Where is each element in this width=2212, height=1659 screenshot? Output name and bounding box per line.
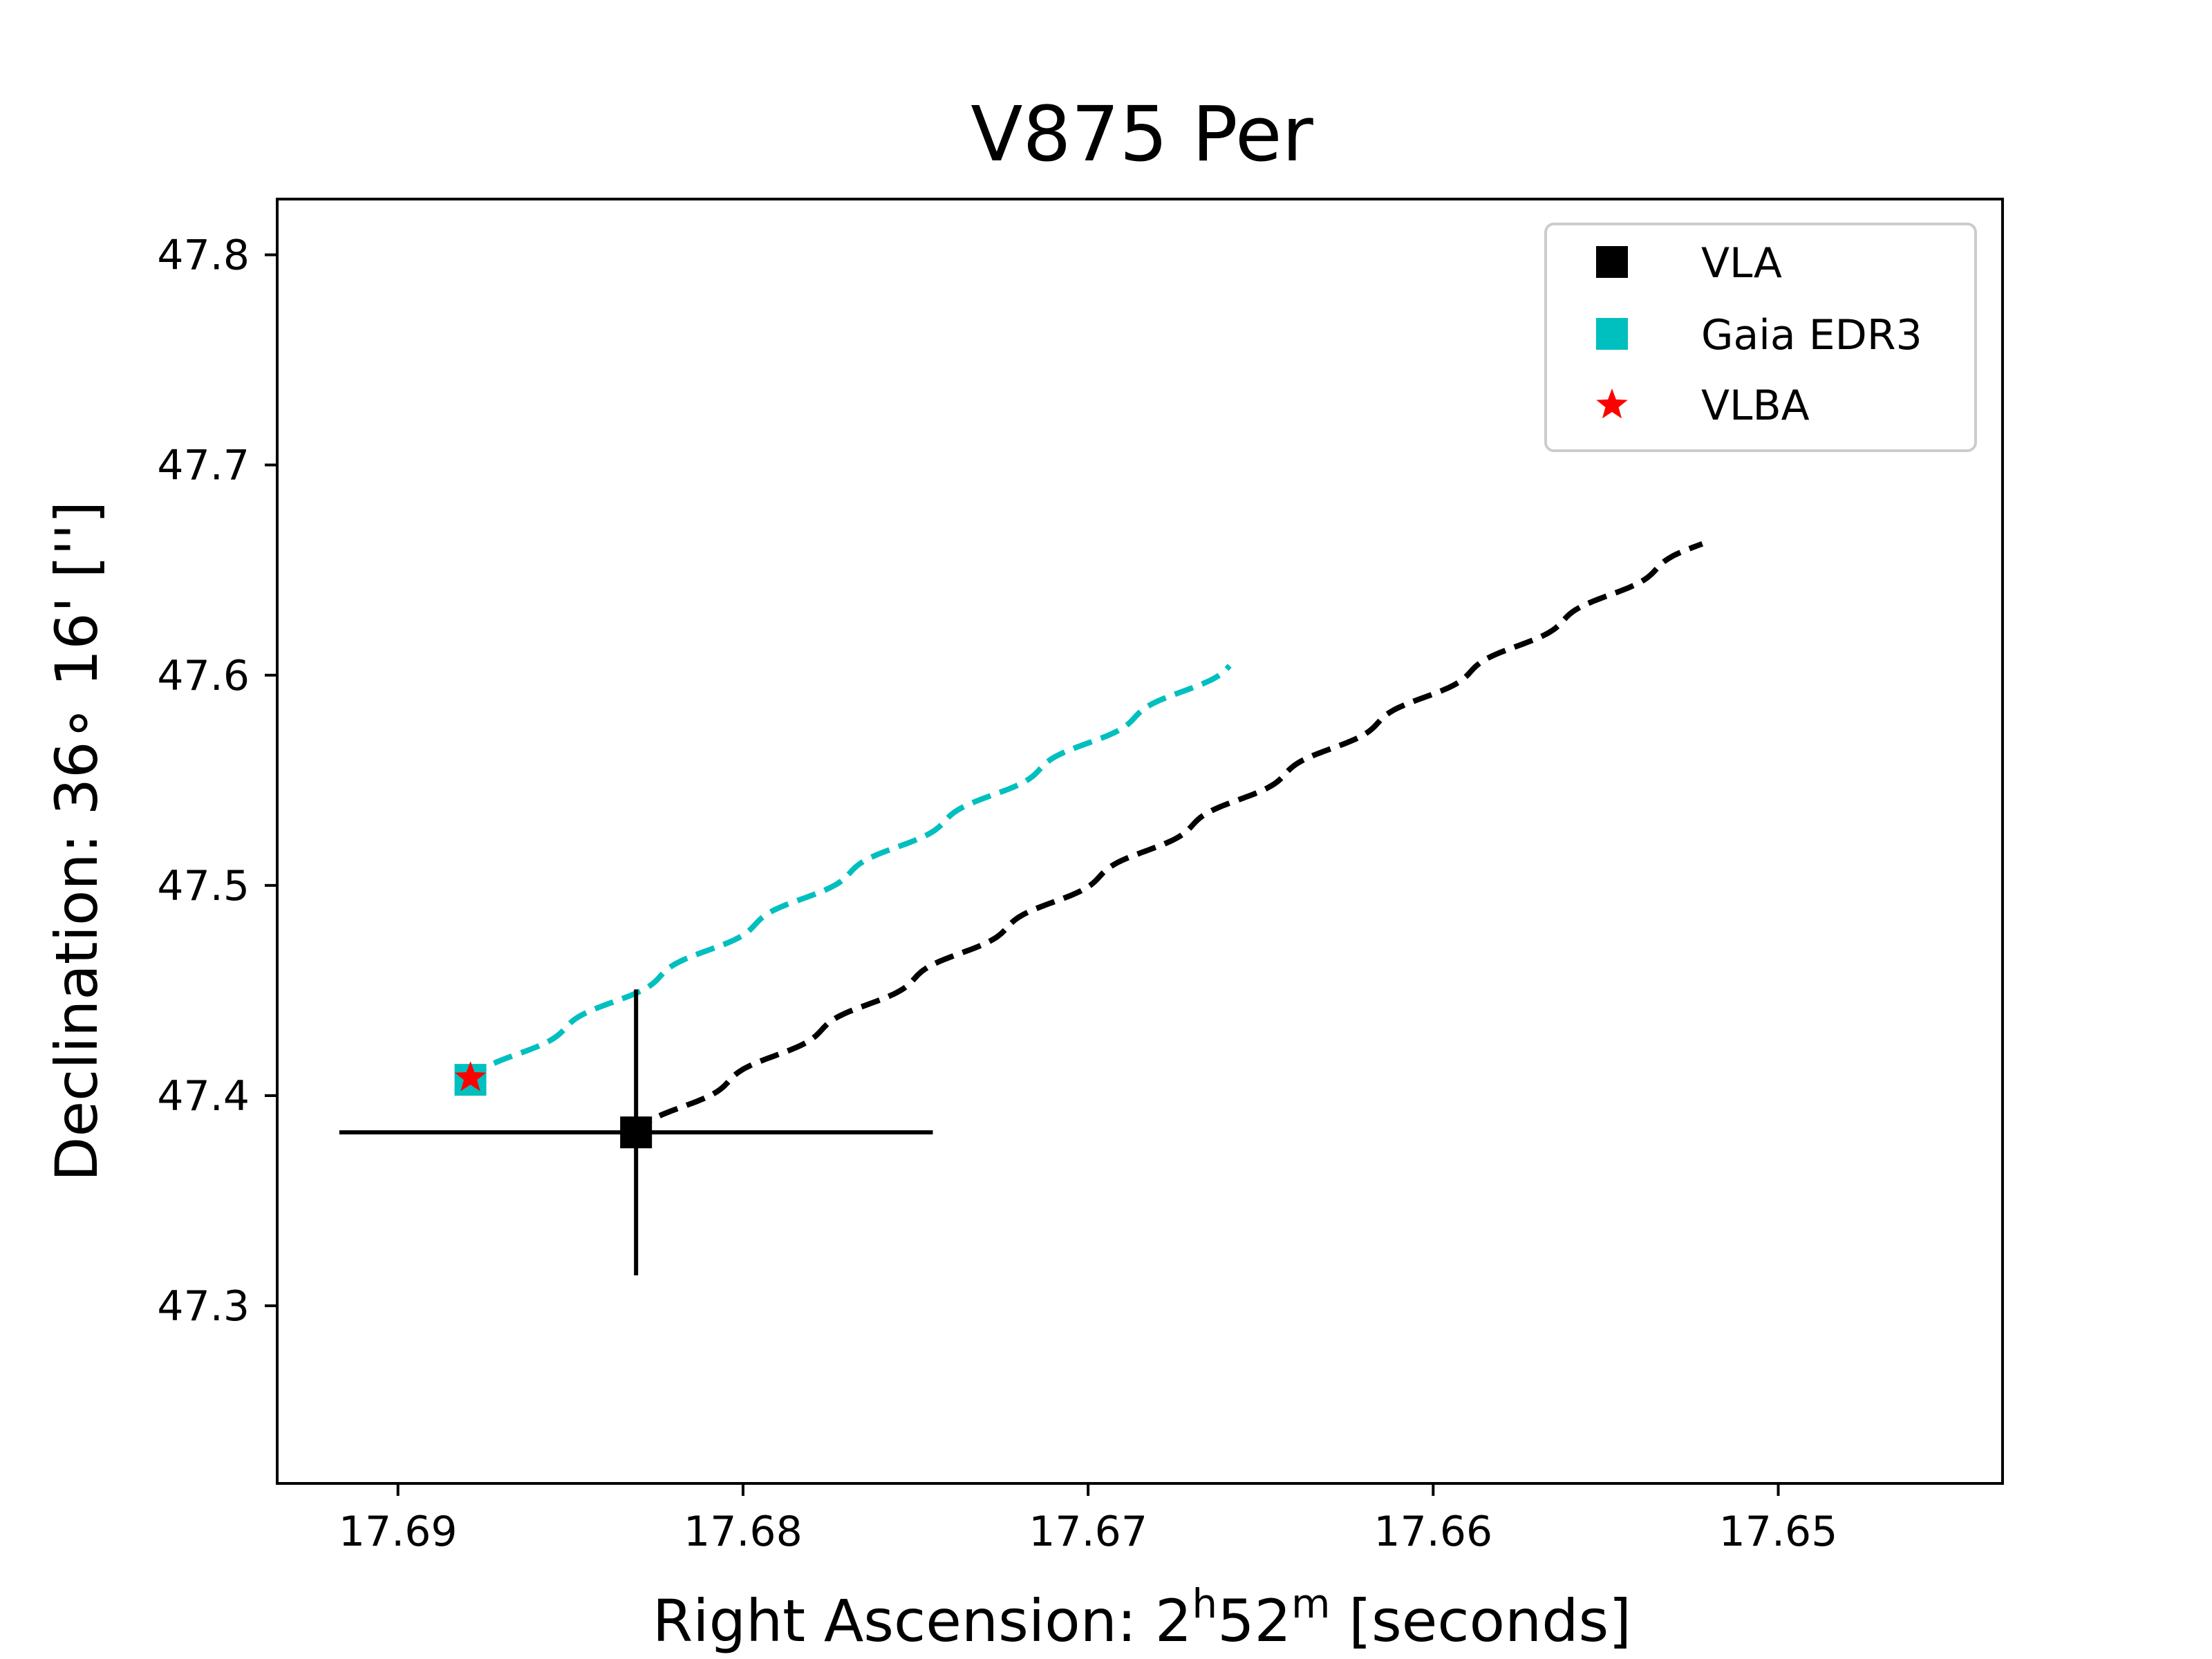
x-tick-label: 17.68 xyxy=(684,1508,803,1556)
track-vla xyxy=(634,541,1704,1134)
chart-title: V875 Per xyxy=(971,90,1313,178)
x-tick-label: 17.66 xyxy=(1374,1508,1492,1556)
y-axis-ticks: 47.3 47.4 47.5 47.6 47.7 47.8 xyxy=(157,232,277,1331)
legend-marker-vlba xyxy=(1596,388,1628,419)
y-tick-label: 47.7 xyxy=(157,442,250,490)
y-tick-label: 47.5 xyxy=(157,862,250,910)
legend-label-gaia: Gaia EDR3 xyxy=(1701,311,1922,359)
legend-box xyxy=(1544,223,1977,452)
x-axis-ticks: 17.69 17.68 17.67 17.66 17.65 xyxy=(339,1483,1838,1556)
point-vlba xyxy=(454,1061,487,1091)
legend-marker-vla xyxy=(1596,246,1628,278)
x-tick-label: 17.67 xyxy=(1029,1508,1147,1556)
y-tick-label: 47.3 xyxy=(157,1282,250,1331)
x-tick-label: 17.65 xyxy=(1719,1508,1838,1556)
point-vla xyxy=(620,1116,653,1149)
x-axis-label: Right Ascension: 2h52m [seconds] xyxy=(653,1580,1631,1655)
axes-frame xyxy=(276,198,2004,1485)
legend-label-vla: VLA xyxy=(1701,239,1782,288)
tracks xyxy=(468,541,1704,1134)
legend: VLA Gaia EDR3 VLBA xyxy=(1544,223,1977,452)
y-tick-label: 47.4 xyxy=(157,1072,250,1121)
y-tick-label: 47.6 xyxy=(157,652,250,700)
track-gaia-edr3 xyxy=(468,664,1232,1082)
legend-marker-gaia xyxy=(1596,318,1628,350)
y-axis-label: Declination: 36∘ 16' [''] xyxy=(43,501,111,1181)
x-tick-label: 17.69 xyxy=(339,1508,458,1556)
plot-area xyxy=(339,541,1704,1275)
y-tick-label: 47.8 xyxy=(157,232,250,280)
data-points xyxy=(454,1061,653,1149)
legend-label-vlba: VLBA xyxy=(1701,382,1810,430)
